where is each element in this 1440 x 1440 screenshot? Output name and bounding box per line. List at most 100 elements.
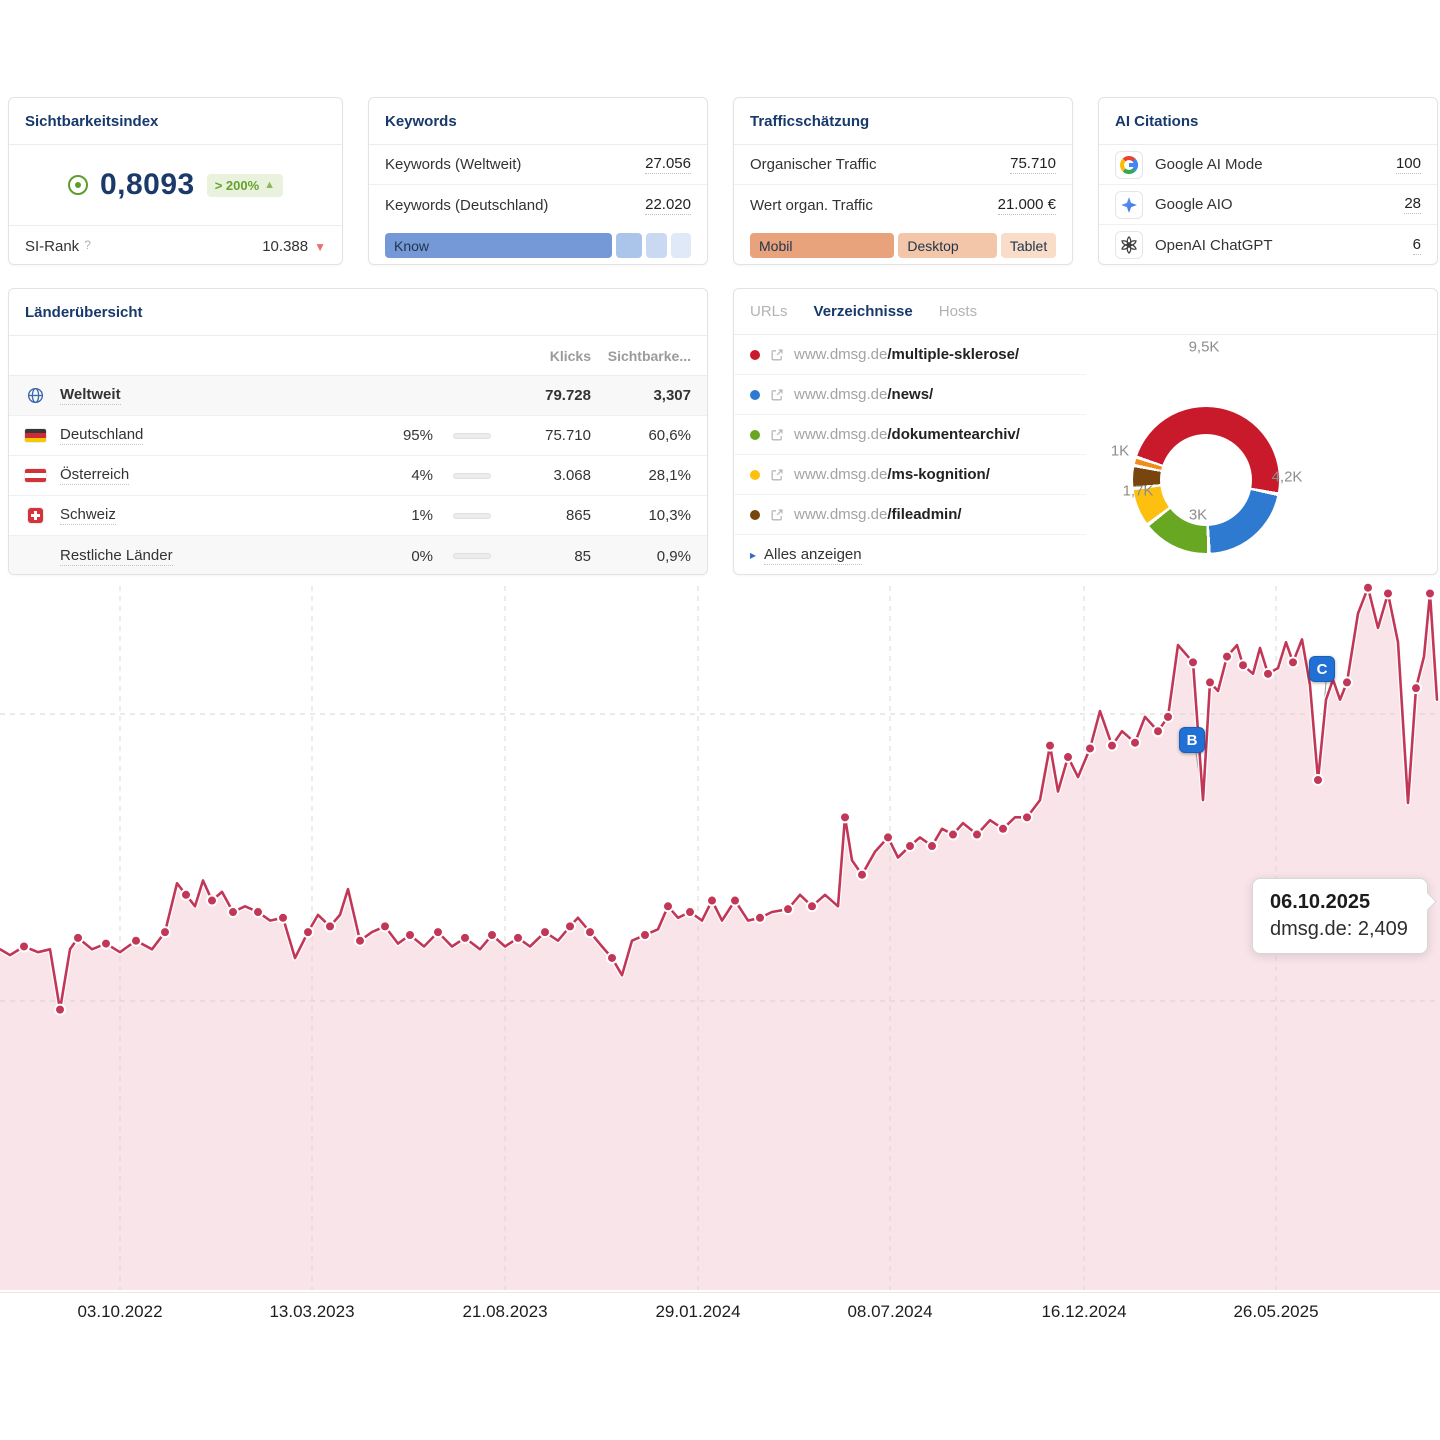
device-segment-tablet[interactable]: Tablet — [1000, 233, 1056, 258]
ai-citations-count[interactable]: 28 — [1404, 195, 1421, 214]
data-point[interactable] — [354, 934, 366, 947]
show-all-link[interactable]: ▸ Alles anzeigen — [734, 534, 1086, 574]
data-point[interactable] — [18, 940, 30, 953]
data-point[interactable] — [662, 900, 674, 913]
data-point[interactable] — [706, 894, 718, 907]
data-point[interactable] — [1362, 581, 1374, 594]
data-point[interactable] — [926, 840, 938, 853]
intent-segment[interactable] — [615, 233, 643, 258]
country-name-link[interactable]: Deutschland — [60, 426, 144, 445]
data-point[interactable] — [1312, 774, 1324, 787]
data-point[interactable] — [1204, 676, 1216, 689]
keywords-value-link[interactable]: 22.020 — [645, 195, 691, 215]
help-icon[interactable]: ? — [84, 237, 91, 252]
data-point[interactable] — [971, 828, 983, 841]
data-point[interactable] — [459, 931, 471, 944]
data-point[interactable] — [1410, 682, 1422, 695]
google-g-icon-box — [1115, 150, 1143, 179]
tab-verzeichnisse[interactable]: Verzeichnisse — [813, 303, 913, 320]
data-point[interactable] — [227, 906, 239, 919]
data-point[interactable] — [882, 831, 894, 844]
event-pin-c[interactable]: C — [1309, 656, 1335, 682]
ai-citations-count[interactable]: 100 — [1395, 155, 1421, 174]
data-point[interactable] — [564, 920, 576, 933]
directory-row[interactable]: www.dmsg.de/fileadmin/ — [734, 495, 1086, 535]
data-point[interactable] — [1237, 659, 1249, 672]
ai-citations-count[interactable]: 6 — [1412, 235, 1421, 255]
device-segment-mobil[interactable]: Mobil — [750, 233, 895, 258]
data-point[interactable] — [947, 828, 959, 841]
data-point[interactable] — [379, 920, 391, 933]
data-point[interactable] — [1382, 587, 1394, 600]
data-point[interactable] — [302, 926, 314, 939]
data-point[interactable] — [1084, 742, 1096, 755]
directory-row[interactable]: www.dmsg.de/multiple-sklerose/ — [734, 335, 1086, 375]
tab-hosts[interactable]: Hosts — [938, 303, 978, 320]
data-point[interactable] — [1021, 811, 1033, 824]
data-point[interactable] — [606, 951, 618, 964]
data-point[interactable] — [754, 911, 766, 924]
intent-segment[interactable] — [671, 233, 691, 258]
data-point[interactable] — [130, 934, 142, 947]
data-point[interactable] — [404, 928, 416, 941]
country-name-link[interactable]: Österreich — [60, 466, 130, 485]
data-point[interactable] — [997, 822, 1009, 835]
intent-segment[interactable] — [646, 233, 668, 258]
data-point[interactable] — [512, 931, 524, 944]
data-point[interactable] — [839, 811, 851, 824]
data-point[interactable] — [729, 894, 741, 907]
intent-segment-know[interactable]: Know — [385, 233, 612, 258]
data-point[interactable] — [782, 903, 794, 916]
data-point[interactable] — [684, 906, 696, 919]
data-point[interactable] — [432, 926, 444, 939]
data-point[interactable] — [1341, 676, 1353, 689]
data-point[interactable] — [159, 926, 171, 939]
data-point[interactable] — [856, 868, 868, 881]
directory-row[interactable]: www.dmsg.de/ms-kognition/ — [734, 455, 1086, 495]
data-point[interactable] — [206, 894, 218, 907]
data-point[interactable] — [1287, 656, 1299, 669]
external-link-icon[interactable] — [770, 468, 784, 482]
data-point[interactable] — [72, 931, 84, 944]
data-point[interactable] — [584, 926, 596, 939]
external-link-icon[interactable] — [770, 428, 784, 442]
country-name-link[interactable]: Weltweit — [60, 386, 121, 405]
si-rank-number: 10.388 — [262, 237, 309, 255]
data-point[interactable] — [1106, 739, 1118, 752]
data-point[interactable] — [639, 928, 651, 941]
country-name-link[interactable]: Schweiz — [60, 506, 116, 525]
directories-donut-chart[interactable] — [1133, 407, 1279, 553]
data-point[interactable] — [1044, 739, 1056, 752]
data-point[interactable] — [180, 888, 192, 901]
data-point[interactable] — [1262, 667, 1274, 680]
data-point[interactable] — [486, 928, 498, 941]
tab-urls[interactable]: URLs — [750, 303, 788, 320]
traffic-value-link[interactable]: 21.000 € — [997, 195, 1056, 215]
visibility-history-chart[interactable]: B C 06.10.2025 dmsg.de: 2,409 — [0, 578, 1440, 1292]
keywords-value-link[interactable]: 27.056 — [645, 155, 691, 174]
country-name-link[interactable]: Restliche Länder — [60, 546, 173, 566]
directory-row[interactable]: www.dmsg.de/dokumentearchiv/ — [734, 415, 1086, 455]
data-point[interactable] — [277, 911, 289, 924]
data-point[interactable] — [539, 926, 551, 939]
data-point[interactable] — [1162, 710, 1174, 723]
data-point[interactable] — [1424, 587, 1436, 600]
data-point[interactable] — [1062, 751, 1074, 764]
event-pin-b[interactable]: B — [1179, 727, 1205, 753]
external-link-icon[interactable] — [770, 508, 784, 522]
data-point[interactable] — [252, 906, 264, 919]
data-point[interactable] — [324, 920, 336, 933]
device-segment-desktop[interactable]: Desktop — [898, 233, 997, 258]
traffic-value-link[interactable]: 75.710 — [1010, 155, 1056, 174]
data-point[interactable] — [1129, 736, 1141, 749]
data-point[interactable] — [806, 900, 818, 913]
data-point[interactable] — [1221, 650, 1233, 663]
external-link-icon[interactable] — [770, 348, 784, 362]
external-link-icon[interactable] — [770, 388, 784, 402]
data-point[interactable] — [1152, 725, 1164, 738]
data-point[interactable] — [54, 1003, 66, 1016]
directory-row[interactable]: www.dmsg.de/news/ — [734, 375, 1086, 415]
data-point[interactable] — [904, 840, 916, 853]
data-point[interactable] — [1187, 656, 1199, 669]
data-point[interactable] — [100, 937, 112, 950]
